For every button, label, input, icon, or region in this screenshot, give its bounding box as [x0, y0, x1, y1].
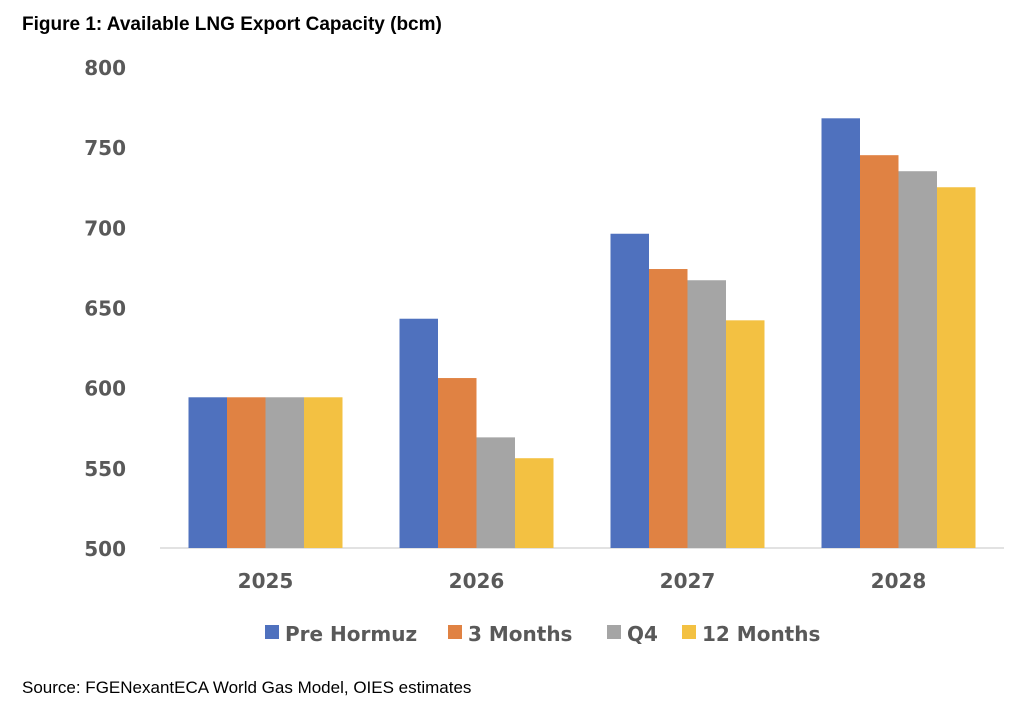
- x-tick-label: 2028: [871, 569, 927, 593]
- y-tick-label: 650: [84, 297, 126, 321]
- bar-2025-0: [188, 397, 227, 548]
- y-tick-label: 550: [84, 457, 126, 481]
- legend-label: 12 Months: [702, 622, 820, 646]
- bar-2028-3: [937, 187, 976, 548]
- legend-label: Pre Hormuz: [285, 622, 417, 646]
- y-tick-label: 500: [84, 537, 126, 561]
- bar-2026-2: [476, 437, 515, 548]
- bar-2027-3: [726, 320, 765, 548]
- bar-2025-2: [265, 397, 304, 548]
- bar-2028-0: [821, 118, 860, 548]
- legend-swatch: [265, 625, 279, 639]
- bar-2025-1: [227, 397, 266, 548]
- legend-label: 3 Months: [468, 622, 572, 646]
- bar-2026-0: [399, 318, 438, 548]
- bar-2027-0: [610, 233, 649, 548]
- bar-2027-1: [649, 269, 688, 548]
- y-tick-label: 600: [84, 377, 126, 401]
- x-tick-label: 2025: [238, 569, 294, 593]
- legend-swatch: [448, 625, 462, 639]
- x-tick-label: 2026: [449, 569, 505, 593]
- legend-swatch: [607, 625, 621, 639]
- bar-2026-3: [515, 458, 554, 548]
- legend-swatch: [682, 625, 696, 639]
- y-tick-label: 700: [84, 216, 126, 240]
- legend-label: Q4: [627, 622, 658, 646]
- chart-title: Figure 1: Available LNG Export Capacity …: [22, 14, 442, 35]
- bar-2027-2: [687, 280, 726, 548]
- source-note: Source: FGENexantECA World Gas Model, OI…: [22, 678, 472, 697]
- y-tick-label: 800: [84, 56, 126, 80]
- bar-2028-2: [898, 171, 937, 548]
- bar-2026-1: [438, 378, 477, 548]
- bar-2025-3: [304, 397, 343, 548]
- y-tick-label: 750: [84, 136, 126, 160]
- x-tick-label: 2027: [660, 569, 716, 593]
- bar-2028-1: [860, 155, 899, 548]
